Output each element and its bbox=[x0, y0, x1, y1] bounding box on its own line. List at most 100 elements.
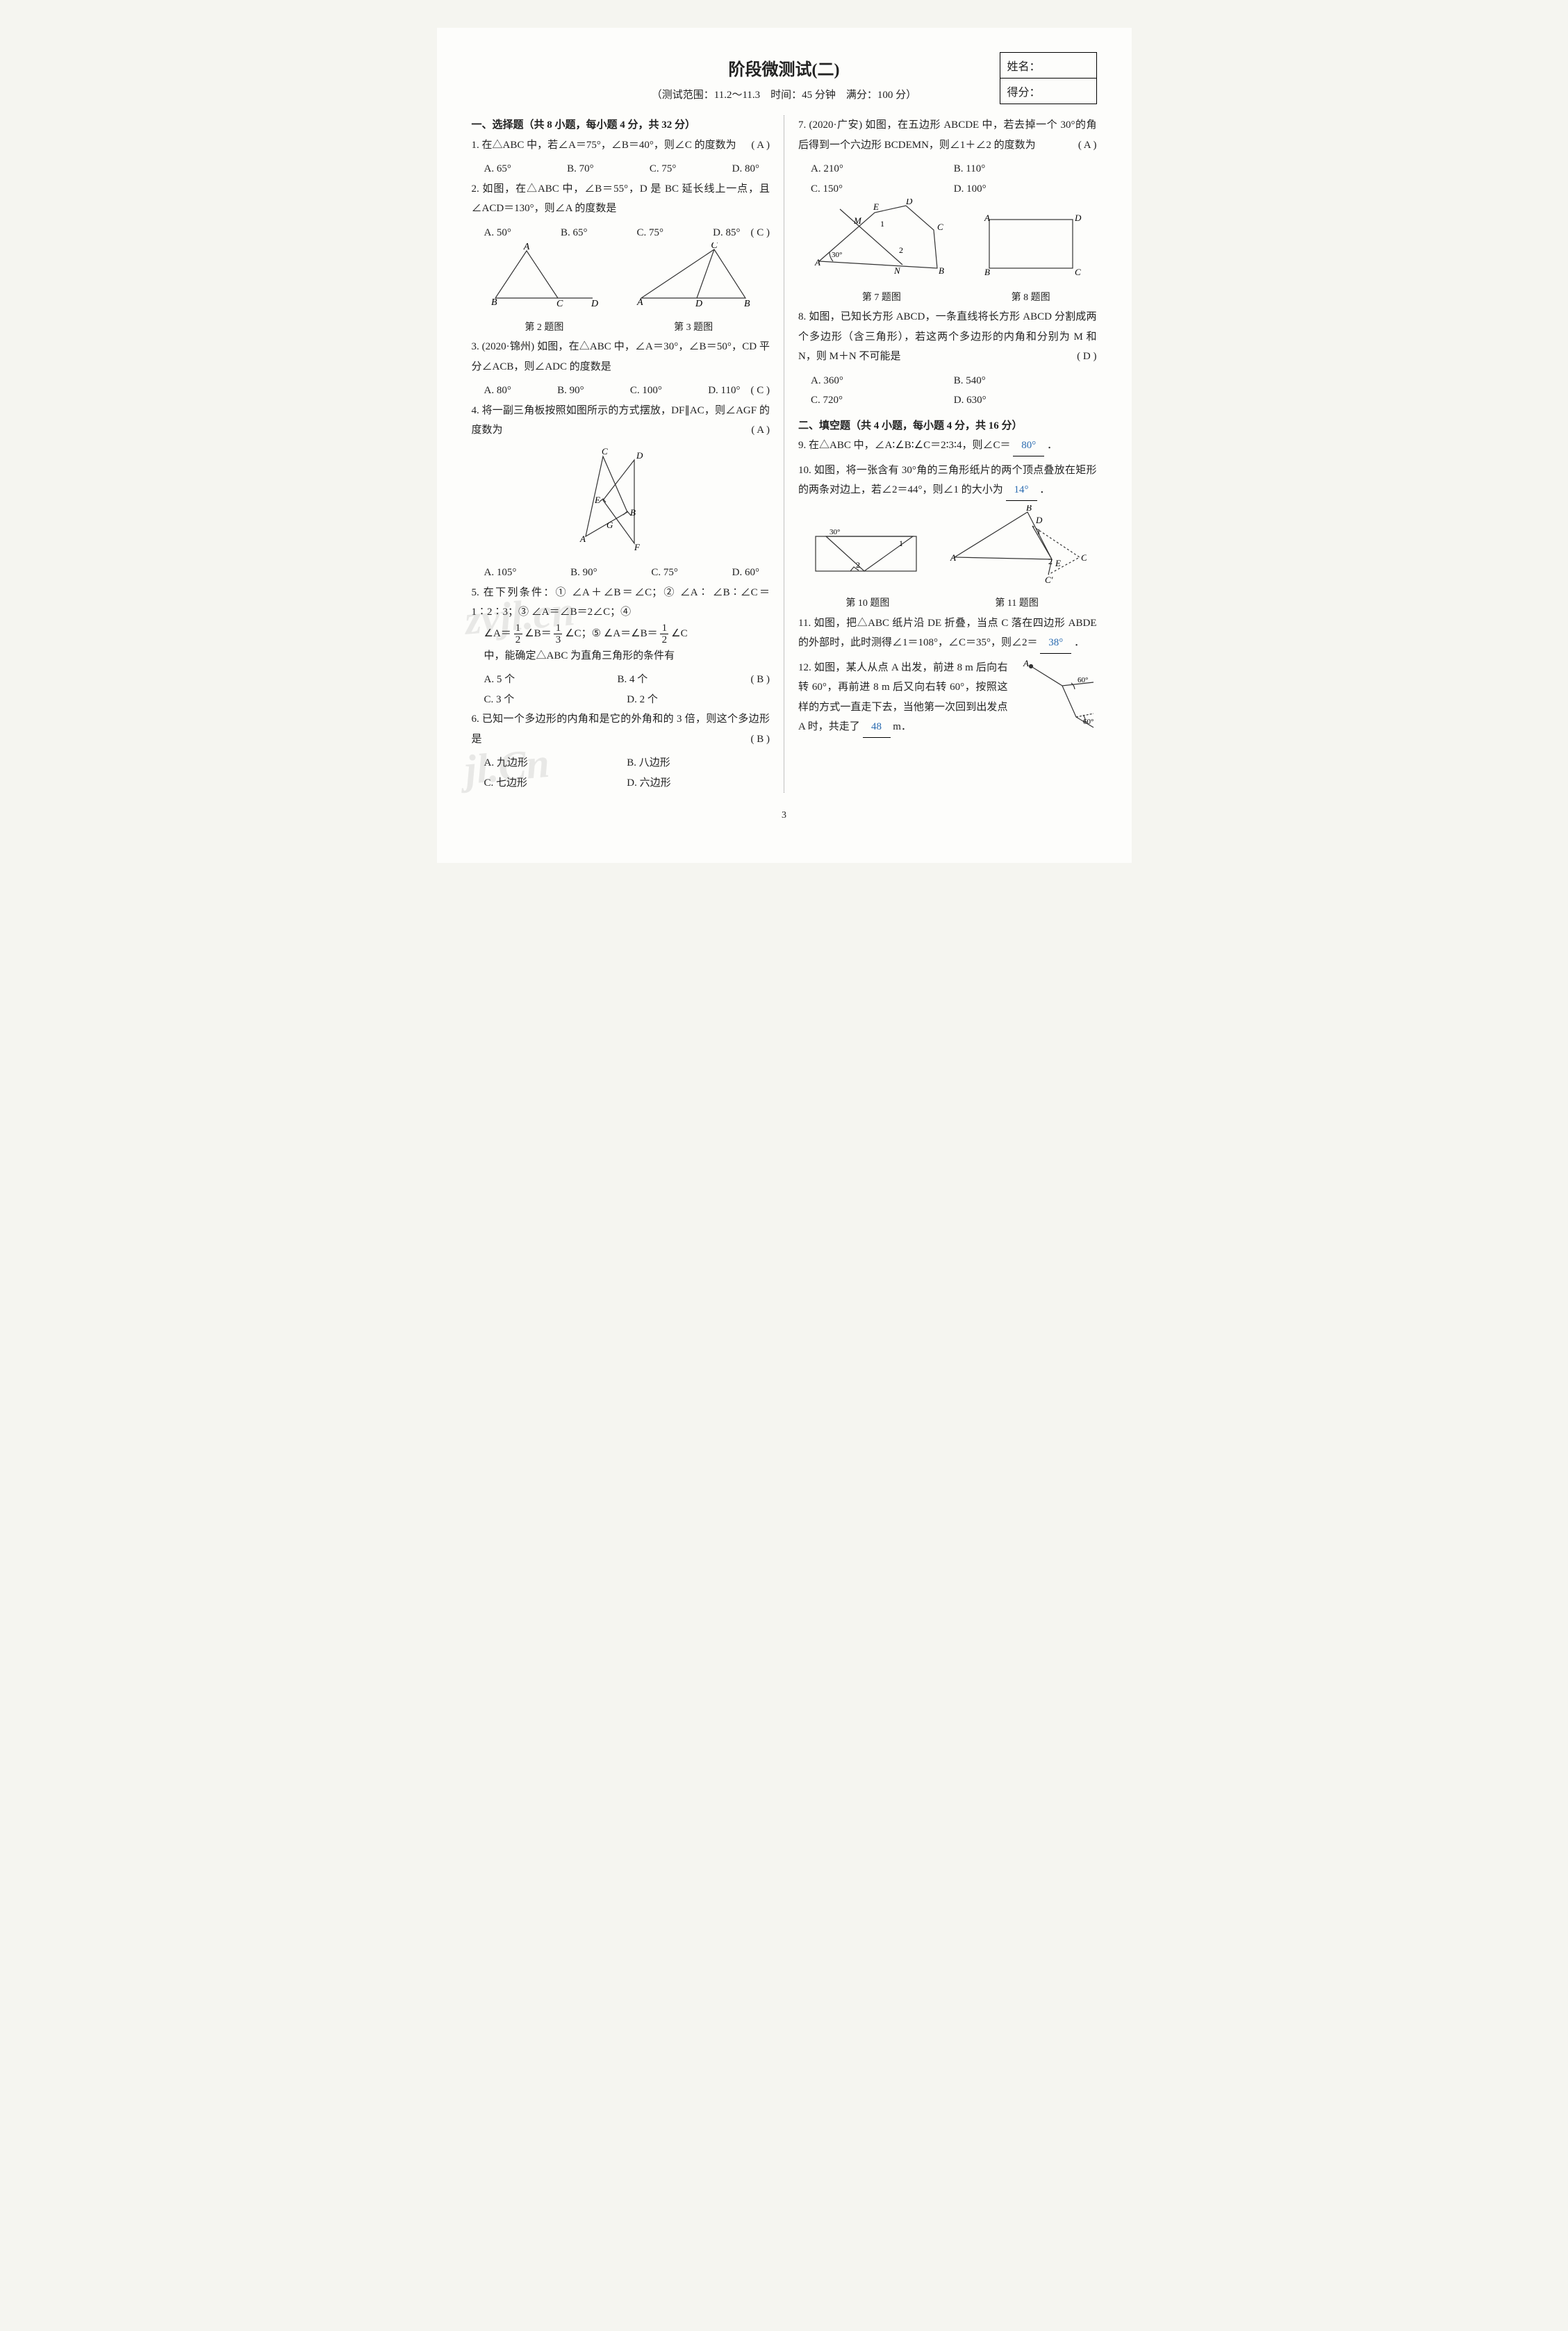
question-6: jl.Cn 6. 已知一个多边形的内角和是它的外角和的 3 倍，则这个多边形是 … bbox=[472, 709, 770, 749]
question-7: 7. (2020·广安) 如图，在五边形 ABCDE 中，若去掉一个 30°的角… bbox=[798, 115, 1097, 155]
svg-text:C′: C′ bbox=[1045, 575, 1053, 585]
fig-row-7-8: A E D C B M N 1 2 30° 第 7 题图 bbox=[798, 199, 1097, 307]
q5-l3a: ∠A＝ bbox=[484, 628, 511, 639]
svg-text:F: F bbox=[634, 542, 641, 550]
q10-blank: 14° bbox=[1006, 480, 1037, 501]
fig2-cell: A B C D 第 2 题图 bbox=[488, 242, 600, 337]
q6-answer: ( B ) bbox=[751, 730, 770, 750]
fig-row-10-11: 30° 2 1 第 10 题图 A bbox=[798, 505, 1097, 613]
svg-text:1: 1 bbox=[899, 538, 903, 548]
pentagon-fig7-icon: A E D C B M N 1 2 30° bbox=[812, 199, 951, 279]
svg-text:C: C bbox=[711, 242, 718, 251]
svg-text:A: A bbox=[523, 242, 530, 252]
svg-text:N: N bbox=[893, 265, 901, 276]
q1-text: 1. 在△ABC 中，若∠A＝75°，∠B＝40°，则∠C 的度数为 bbox=[472, 140, 736, 151]
svg-text:D: D bbox=[695, 299, 702, 308]
q12-blank: 48 bbox=[863, 717, 891, 738]
q7-c: C. 150° bbox=[811, 179, 954, 199]
triangle-fig2-icon: A B C D bbox=[488, 242, 600, 308]
svg-text:D: D bbox=[636, 450, 643, 461]
right-column: 7. (2020·广安) 如图，在五边形 ABCDE 中，若去掉一个 30°的角… bbox=[798, 115, 1097, 793]
q4-a: A. 105° bbox=[484, 563, 517, 583]
q8-answer: ( D ) bbox=[1077, 347, 1096, 367]
q5-l3d: ∠C bbox=[671, 628, 687, 639]
frac3t: 1 bbox=[662, 623, 668, 634]
page-number: 3 bbox=[472, 810, 1097, 821]
svg-text:2: 2 bbox=[1048, 557, 1053, 566]
rect-triangle-fig10-icon: 30° 2 1 bbox=[809, 516, 927, 585]
rectangle-fig8-icon: A D B C bbox=[979, 213, 1083, 279]
q5-c: C. 3 个 bbox=[484, 690, 627, 710]
fig10-cell: 30° 2 1 第 10 题图 bbox=[809, 516, 927, 613]
q7-a: A. 210° bbox=[811, 159, 954, 179]
frac2t: 1 bbox=[556, 623, 561, 634]
q6-text: 6. 已知一个多边形的内角和是它的外角和的 3 倍，则这个多边形是 bbox=[472, 714, 770, 745]
exam-page: 姓名： 得分： 阶段微测试(二) （测试范围：11.2～11.3 时间：45 分… bbox=[437, 28, 1132, 863]
svg-text:60°: 60° bbox=[1083, 718, 1094, 726]
q5-l3c: ∠C；⑤ ∠A＝∠B＝ bbox=[565, 628, 657, 639]
header: 姓名： 得分： 阶段微测试(二) （测试范围：11.2～11.3 时间：45 分… bbox=[472, 56, 1097, 101]
frac1t: 1 bbox=[515, 623, 521, 634]
q1-b: B. 70° bbox=[567, 159, 594, 179]
fig8-caption: 第 8 题图 bbox=[979, 289, 1083, 308]
q5-b: B. 4 个 bbox=[618, 670, 751, 690]
svg-text:1: 1 bbox=[880, 219, 884, 229]
q8-a: A. 360° bbox=[811, 371, 954, 391]
q1-answer: ( A ) bbox=[751, 135, 770, 156]
svg-text:1: 1 bbox=[1037, 527, 1041, 536]
svg-text:B: B bbox=[744, 299, 750, 308]
question-8: 8. 如图，已知长方形 ABCD，一条直线将长方形 ABCD 分割成两个多边形（… bbox=[798, 307, 1097, 367]
svg-text:A: A bbox=[579, 534, 586, 544]
svg-text:30°: 30° bbox=[832, 251, 842, 259]
fig11-cell: A B D C E C′ 1 2 第 11 题图 bbox=[948, 505, 1087, 613]
svg-text:2: 2 bbox=[899, 245, 903, 255]
q6-b: B. 八边形 bbox=[627, 753, 770, 773]
svg-text:2: 2 bbox=[856, 560, 860, 570]
q3-d: D. 110° bbox=[708, 381, 740, 401]
q7-options-cd: C. 150° D. 100° bbox=[798, 179, 1097, 199]
q8-d: D. 630° bbox=[954, 390, 1097, 411]
question-4: 4. 将一副三角板按照如图所示的方式摆放，DF∥AC，则∠AGF 的度数为 ( … bbox=[472, 401, 770, 440]
svg-text:D: D bbox=[591, 299, 598, 308]
fig4: C D E B G A F bbox=[472, 446, 770, 558]
q3-b: B. 90° bbox=[557, 381, 584, 401]
name-label: 姓名： bbox=[1000, 53, 1096, 79]
left-column: 一、选择题（共 8 小题，每小题 4 分，共 32 分） 1. 在△ABC 中，… bbox=[472, 115, 770, 793]
svg-text:A: A bbox=[950, 552, 956, 563]
q4-answer: ( A ) bbox=[751, 420, 770, 440]
svg-text:C: C bbox=[602, 446, 608, 456]
section2-heading: 二、填空题（共 4 小题，每小题 4 分，共 16 分） bbox=[798, 416, 1097, 436]
svg-text:G: G bbox=[606, 520, 613, 530]
q11-b: ． bbox=[1074, 637, 1084, 648]
fig2-caption: 第 2 题图 bbox=[488, 319, 600, 338]
q9-blank: 80° bbox=[1013, 436, 1044, 456]
q3-c: C. 100° bbox=[630, 381, 662, 401]
svg-text:A: A bbox=[636, 297, 643, 308]
q2-b: B. 65° bbox=[561, 223, 588, 243]
svg-text:A: A bbox=[1023, 658, 1029, 668]
q8-b: B. 540° bbox=[954, 371, 1097, 391]
q5-l1: 5. 在下列条件：① ∠A＋∠B＝∠C；② ∠A∶ bbox=[472, 587, 709, 598]
q1-c: C. 75° bbox=[650, 159, 677, 179]
svg-text:B: B bbox=[491, 297, 497, 308]
fig8-cell: A D B C 第 8 题图 bbox=[979, 213, 1083, 307]
svg-text:C: C bbox=[1081, 552, 1087, 563]
svg-text:30°: 30° bbox=[830, 528, 840, 536]
q7-options-ab: A. 210° B. 110° bbox=[798, 159, 1097, 179]
q4-d: D. 60° bbox=[732, 563, 759, 583]
q2-c: C. 75° bbox=[637, 223, 664, 243]
q6-c: C. 七边形 bbox=[484, 773, 627, 793]
q7-answer: ( A ) bbox=[1078, 135, 1097, 156]
triangle-fig3-icon: C A D B bbox=[634, 242, 752, 308]
q8-c: C. 720° bbox=[811, 390, 954, 411]
section1-heading: 一、选择题（共 8 小题，每小题 4 分，共 32 分） bbox=[472, 115, 770, 135]
q1-a: A. 65° bbox=[484, 159, 511, 179]
svg-text:B: B bbox=[939, 265, 944, 276]
fig12: A 60° 60° bbox=[1014, 658, 1097, 746]
q7-d: D. 100° bbox=[954, 179, 1097, 199]
q10-b: ． bbox=[1039, 484, 1050, 495]
question-5: zvjl.cn 5. 在下列条件：① ∠A＋∠B＝∠C；② ∠A∶ ∠B∶∠C＝… bbox=[472, 583, 770, 666]
q8-options-ab: A. 360° B. 540° bbox=[798, 371, 1097, 391]
q6-options-ab: A. 九边形 B. 八边形 bbox=[472, 753, 770, 773]
q3-answer: ( C ) bbox=[751, 381, 770, 401]
